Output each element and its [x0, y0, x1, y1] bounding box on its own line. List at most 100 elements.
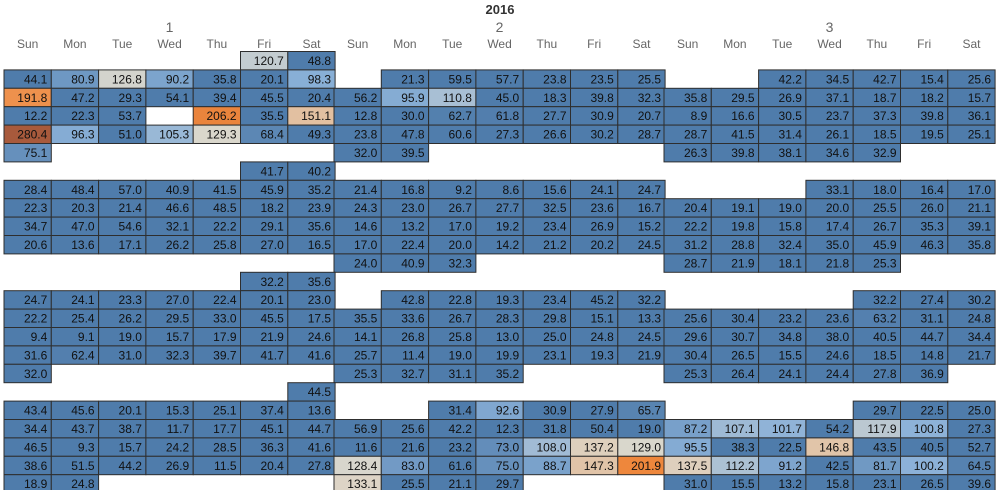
- cell-value-label: 47.0: [71, 220, 95, 234]
- cell-value-label: 45.0: [496, 91, 520, 105]
- heatmap-cell: [50, 474, 100, 490]
- cell-value-label: 21.1: [449, 477, 473, 490]
- cell-value-label: 34.8: [779, 330, 803, 344]
- cell-value-label: 26.7: [873, 220, 897, 234]
- cell-value-label: 45.6: [71, 404, 95, 418]
- cell-value-label: 44.7: [920, 330, 944, 344]
- cell-value-label: 39.8: [731, 146, 755, 160]
- cell-value-label: 20.1: [260, 72, 284, 86]
- cell-value-label: 30.9: [590, 109, 614, 123]
- cell-value-label: 27.0: [260, 238, 284, 252]
- heatmap-cell: [947, 345, 996, 365]
- cell-value-label: 13.0: [496, 330, 520, 344]
- heatmap-cell: [900, 363, 949, 384]
- cell-value-label: 28.5: [213, 440, 237, 454]
- cell-value-label: 63.2: [873, 312, 897, 326]
- cell-value-label: 28.4: [24, 183, 48, 197]
- cell-value-label: 22.3: [71, 109, 95, 123]
- cell-value-label: 33.6: [401, 312, 425, 326]
- chart-title: 2016: [486, 2, 515, 17]
- cell-value-label: 39.7: [213, 348, 237, 362]
- cell-value-label: 133.1: [347, 477, 377, 490]
- cell-value-label: 28.7: [638, 128, 662, 142]
- cell-value-label: 27.9: [590, 404, 614, 418]
- cell-value-label: 32.9: [873, 146, 897, 160]
- cell-value-label: 30.2: [590, 128, 614, 142]
- cell-value-label: 51.0: [119, 128, 143, 142]
- cell-value-label: 29.3: [119, 91, 143, 105]
- cell-value-label: 22.5: [920, 404, 944, 418]
- cell-value-label: 46.3: [920, 238, 944, 252]
- cell-value-label: 24.2: [166, 440, 190, 454]
- cell-value-label: 41.5: [213, 183, 237, 197]
- cell-value-label: 39.4: [213, 91, 237, 105]
- cell-value-label: 22.2: [24, 312, 48, 326]
- cell-value-label: 60.6: [449, 128, 473, 142]
- cell-value-label: 24.8: [968, 312, 992, 326]
- cell-value-label: 26.9: [166, 459, 190, 473]
- cell-value-label: 35.8: [684, 91, 708, 105]
- cell-value-label: 24.6: [308, 330, 332, 344]
- cell-value-label: 35.6: [308, 275, 332, 289]
- cell-value-label: 24.6: [826, 348, 850, 362]
- cell-value-label: 25.1: [968, 128, 992, 142]
- cell-value-label: 73.0: [496, 440, 520, 454]
- cell-value-label: 27.8: [308, 459, 332, 473]
- cell-value-label: 37.3: [873, 109, 897, 123]
- cell-value-label: 45.9: [260, 183, 284, 197]
- cell-value-label: 20.0: [826, 201, 850, 215]
- cell-value-label: 22.2: [213, 220, 237, 234]
- cell-value-label: 95.5: [684, 440, 708, 454]
- cell-value-label: 30.7: [731, 330, 755, 344]
- cell-value-label: 24.3: [354, 201, 378, 215]
- cell-value-label: 8.6: [503, 183, 520, 197]
- day-label-sat: Sat: [962, 37, 981, 51]
- cell-value-label: 26.8: [401, 330, 425, 344]
- cell-value-label: 40.9: [166, 183, 190, 197]
- cell-value-label: 27.8: [873, 367, 897, 381]
- cell-value-label: 31.1: [449, 367, 473, 381]
- cell-value-label: 137.5: [677, 459, 707, 473]
- cell-value-label: 19.2: [496, 220, 520, 234]
- cell-value-label: 26.5: [731, 348, 755, 362]
- cell-value-label: 25.0: [968, 404, 992, 418]
- heatmap-cell: [3, 363, 52, 384]
- cell-value-label: 23.7: [826, 109, 850, 123]
- cell-value-label: 32.5: [543, 201, 567, 215]
- cell-value-label: 23.8: [543, 72, 567, 86]
- cell-value-label: 15.2: [638, 220, 662, 234]
- cell-value-label: 13.2: [779, 477, 803, 490]
- cell-value-label: 15.5: [731, 477, 755, 490]
- cell-value-label: 57.0: [119, 183, 143, 197]
- day-label-mon: Mon: [393, 37, 416, 51]
- cell-value-label: 15.8: [826, 477, 850, 490]
- cell-value-label: 30.4: [731, 312, 755, 326]
- cell-value-label: 36.3: [260, 440, 284, 454]
- cell-value-label: 19.3: [496, 293, 520, 307]
- cell-value-label: 25.6: [684, 312, 708, 326]
- cell-value-label: 26.4: [731, 367, 755, 381]
- cell-value-label: 65.7: [638, 404, 662, 418]
- cell-value-label: 32.3: [449, 256, 473, 270]
- cell-value-label: 129.3: [206, 128, 236, 142]
- cell-value-label: 16.5: [308, 238, 332, 252]
- cell-value-label: 23.1: [543, 348, 567, 362]
- cell-value-label: 42.7: [873, 72, 897, 86]
- cell-value-label: 11.5: [214, 459, 237, 473]
- cell-value-label: 22.8: [449, 293, 473, 307]
- cell-value-label: 24.1: [779, 367, 803, 381]
- cell-value-label: 27.7: [496, 201, 520, 215]
- cell-value-label: 35.3: [920, 220, 944, 234]
- cell-value-label: 19.9: [496, 348, 520, 362]
- cell-value-label: 15.5: [779, 348, 803, 362]
- day-label-sun: Sun: [17, 37, 38, 51]
- day-label-sun: Sun: [677, 37, 698, 51]
- cell-value-label: 201.9: [631, 459, 661, 473]
- cell-value-label: 34.4: [968, 330, 992, 344]
- cell-value-label: 35.5: [260, 109, 284, 123]
- cell-value-label: 100.8: [914, 422, 944, 436]
- cell-value-label: 21.3: [401, 72, 425, 86]
- cell-value-label: 17.4: [826, 220, 850, 234]
- cell-value-label: 41.7: [260, 348, 284, 362]
- cell-value-label: 26.0: [920, 201, 944, 215]
